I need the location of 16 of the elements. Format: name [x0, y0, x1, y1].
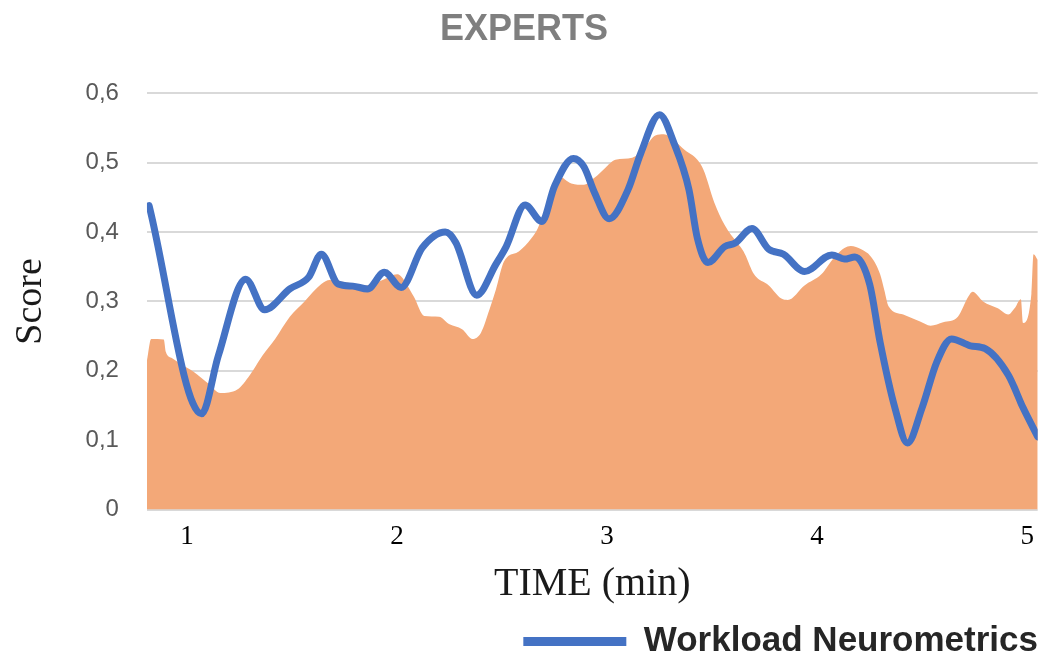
x-tick-label: 4	[810, 519, 825, 550]
y-tick-label: 0,3	[85, 286, 119, 314]
chart-title: EXPERTS	[439, 6, 609, 48]
y-tick-label: 0,2	[85, 355, 119, 383]
legend-label: Workload Neurometrics	[643, 619, 1039, 659]
y-tick-label: 0,5	[85, 147, 119, 175]
y-tick-label: 0,6	[85, 77, 119, 105]
y-tick-label: 0,4	[85, 216, 119, 244]
y-tick-label: 0,1	[85, 424, 119, 452]
x-tick-label: 2	[390, 519, 404, 550]
x-tick-label: 5	[1020, 519, 1034, 550]
y-tick-label: 0	[105, 494, 119, 522]
x-tick-label: 1	[180, 519, 194, 550]
x-tick-label: 3	[600, 519, 614, 550]
y-axis-title: Score	[6, 258, 49, 345]
x-axis-title: TIME (min)	[494, 558, 691, 604]
